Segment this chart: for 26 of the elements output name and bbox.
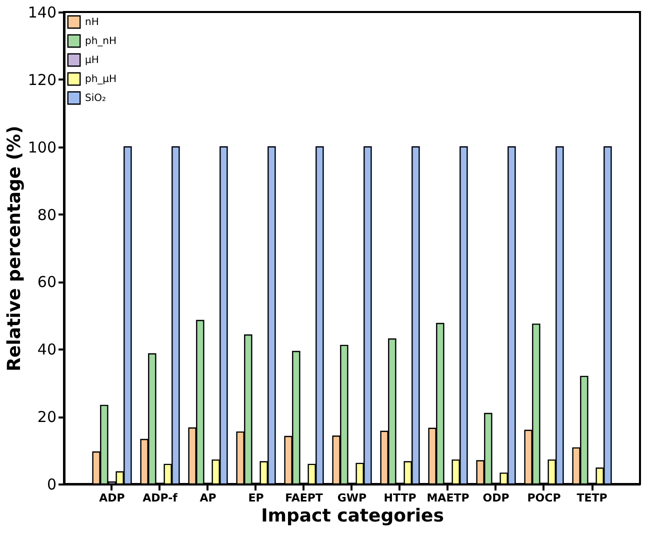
y-tick-label: 20 [37, 408, 56, 426]
x-tick-label: ADP-f [142, 492, 178, 504]
x-tick-label: POCP [527, 492, 561, 504]
y-tick-label: 60 [37, 273, 56, 292]
y-tick-label: 120 [28, 70, 56, 89]
legend-label: SiO₂ [85, 93, 106, 104]
x-tick-label: MAETP [426, 492, 470, 504]
legend-label: ph_nH [85, 36, 117, 47]
y-tick-label: 40 [37, 340, 56, 359]
x-tick-label: EP [248, 492, 264, 504]
y-tick-label: 0 [46, 476, 56, 494]
x-tick-label: TETP [576, 492, 608, 504]
x-tick-label: FAEPT [285, 492, 324, 504]
x-tick-label: HTTP [384, 492, 416, 504]
legend-label: ph_μH [85, 74, 117, 85]
x-axis-title: Impact categories [261, 506, 444, 526]
x-tick-label: ODP [482, 492, 510, 504]
x-tick-label: GWP [337, 492, 367, 504]
legend-label: μH [85, 55, 99, 66]
y-axis-title: Relative percentage (%) [4, 126, 25, 372]
x-tick-label: ADP [99, 492, 125, 504]
y-tick-label: 80 [37, 206, 56, 224]
y-tick-label: 140 [28, 4, 56, 22]
legend-label: nH [85, 17, 99, 28]
y-tick-label: 100 [28, 138, 56, 156]
x-tick-label: AP [200, 492, 216, 504]
